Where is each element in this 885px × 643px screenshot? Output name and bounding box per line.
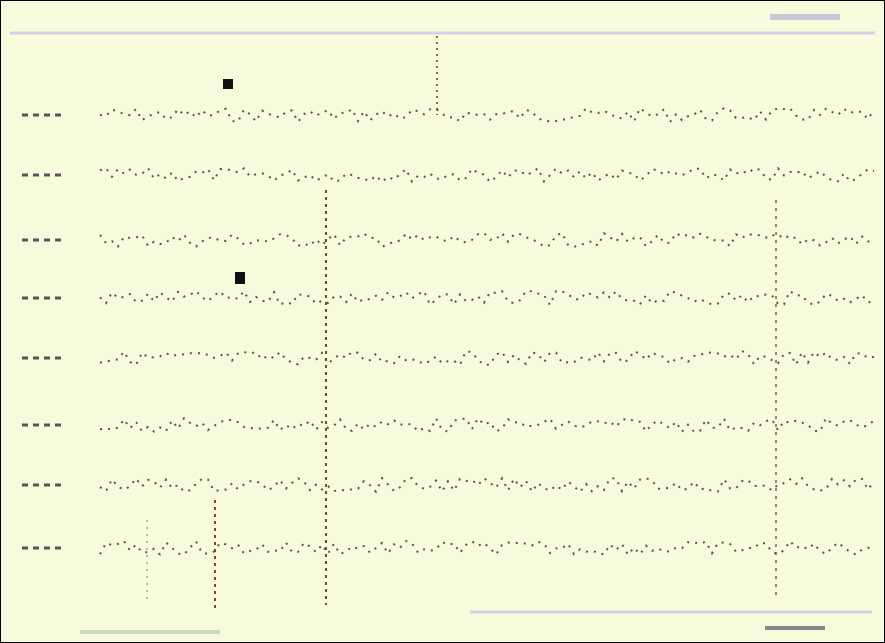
corner-mark xyxy=(80,630,220,634)
page: (() => { JSON.parse(document.getElementB… xyxy=(0,0,885,643)
corner-mark xyxy=(765,626,825,630)
marker-square xyxy=(223,79,233,89)
marker-square xyxy=(235,272,245,284)
scanned-trace-sheet xyxy=(0,0,885,643)
corner-mark xyxy=(770,14,840,20)
